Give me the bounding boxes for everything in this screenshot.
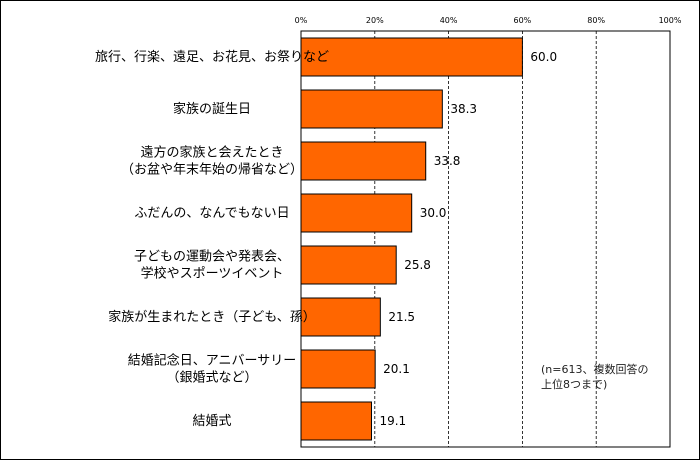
data-label: 20.1 xyxy=(383,362,410,376)
category-label: 家族の誕生日 xyxy=(173,101,251,117)
category-label: 学校やスポーツイベント xyxy=(141,266,284,282)
bar xyxy=(300,349,376,389)
bar xyxy=(300,37,523,77)
category-label: 子どもの運動会や発表会、 xyxy=(134,250,290,265)
sample-note: 上位8つまで) xyxy=(541,377,607,391)
data-label: 60.0 xyxy=(530,50,557,64)
data-label: 33.8 xyxy=(434,154,461,168)
bar xyxy=(300,141,427,181)
x-tick-label: 60% xyxy=(514,16,532,25)
x-tick-label: 80% xyxy=(587,16,605,25)
category-label: 遠方の家族と会えたとき xyxy=(140,145,283,161)
category-label: （お盆や年末年始の帰省など） xyxy=(121,162,303,178)
data-label: 38.3 xyxy=(450,102,477,116)
bar xyxy=(300,193,413,233)
x-tick-label: 100% xyxy=(659,16,682,25)
sample-note: (n=613、複数回答の xyxy=(541,362,648,376)
category-label: （銀婚式など） xyxy=(166,371,257,386)
data-label: 21.5 xyxy=(388,310,415,324)
category-label: 結婚記念日、アニバーサリー xyxy=(128,353,296,369)
x-tick-label: 40% xyxy=(440,16,458,25)
data-label: 25.8 xyxy=(404,258,431,272)
bar xyxy=(300,89,443,129)
x-tick-label: 0% xyxy=(295,16,308,25)
bar xyxy=(300,401,372,441)
category-label: 家族が生まれたとき（子ども、孫） xyxy=(108,309,316,325)
bar xyxy=(300,245,397,285)
category-label: ふだんの、なんでもない日 xyxy=(134,206,289,221)
data-label: 19.1 xyxy=(379,414,406,428)
category-label: 旅行、行楽、遠足、お花見、お祭りなど xyxy=(95,49,329,65)
x-tick-label: 20% xyxy=(366,16,384,25)
category-label: 結婚式 xyxy=(192,414,231,429)
bar xyxy=(300,297,381,337)
data-label: 30.0 xyxy=(420,206,447,220)
